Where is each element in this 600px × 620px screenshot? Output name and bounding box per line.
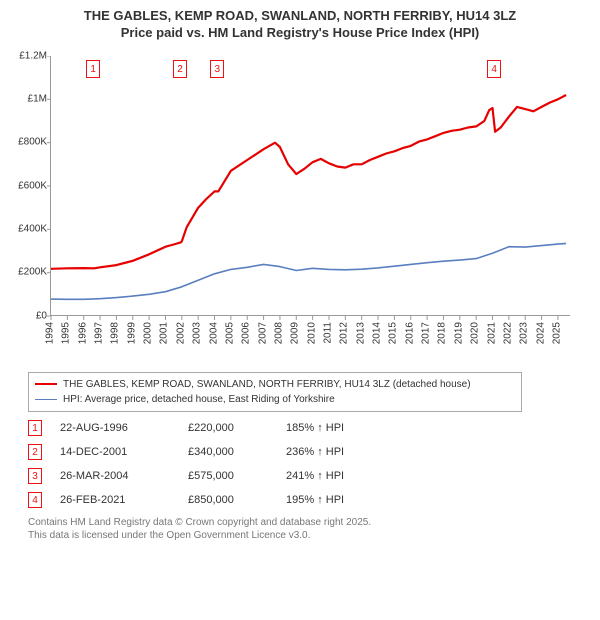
sale-date: 22-AUG-1996 — [60, 422, 170, 434]
legend-swatch — [35, 383, 57, 385]
chart: £0£200K£400K£600K£800K£1M£1.2M 199419951… — [10, 46, 590, 366]
x-tick-label: 1999 — [126, 322, 137, 344]
x-tick-label: 2003 — [192, 322, 203, 344]
x-tick-label: 2012 — [339, 322, 350, 344]
sale-hpi: 241% ↑ HPI — [286, 470, 396, 482]
y-tick-label: £0 — [36, 310, 51, 321]
x-tick-label: 1996 — [77, 322, 88, 344]
x-tick-label: 2005 — [224, 322, 235, 344]
x-tick-label: 2008 — [273, 322, 284, 344]
x-axis-ticks: 1994199519961997199819992000200120022003… — [50, 318, 570, 368]
x-tick-label: 2024 — [535, 322, 546, 344]
x-tick-label: 2002 — [175, 322, 186, 344]
plot-area: £0£200K£400K£600K£800K£1M£1.2M — [50, 56, 570, 316]
x-tick-label: 2001 — [159, 322, 170, 344]
sale-price: £850,000 — [188, 494, 268, 506]
sale-row: 4 26-FEB-2021 £850,000 195% ↑ HPI — [28, 492, 590, 508]
y-tick-label: £200K — [18, 267, 51, 278]
sale-marker: 1 — [28, 420, 42, 436]
legend-item: THE GABLES, KEMP ROAD, SWANLAND, NORTH F… — [35, 377, 515, 392]
x-tick-label: 1998 — [110, 322, 121, 344]
sales-table: 1 22-AUG-1996 £220,000 185% ↑ HPI 2 14-DEC-20… — [28, 420, 590, 508]
sale-price: £575,000 — [188, 470, 268, 482]
x-tick-label: 2019 — [453, 322, 464, 344]
x-tick-label: 2021 — [486, 322, 497, 344]
x-tick-label: 2004 — [208, 322, 219, 344]
sale-date: 26-FEB-2021 — [60, 494, 170, 506]
sale-marker: 4 — [28, 492, 42, 508]
x-tick-label: 2007 — [257, 322, 268, 344]
x-tick-label: 2010 — [306, 322, 317, 344]
x-tick-label: 2014 — [372, 322, 383, 344]
x-tick-label: 2018 — [437, 322, 448, 344]
chart-svg — [47, 56, 571, 322]
x-tick-label: 1997 — [94, 322, 105, 344]
x-tick-label: 2006 — [241, 322, 252, 344]
x-tick-label: 2016 — [404, 322, 415, 344]
sale-hpi: 195% ↑ HPI — [286, 494, 396, 506]
chart-marker: 1 — [86, 60, 100, 78]
sale-row: 2 14-DEC-2001 £340,000 236% ↑ HPI — [28, 444, 590, 460]
x-tick-label: 2009 — [290, 322, 301, 344]
y-tick-label: £400K — [18, 224, 51, 235]
chart-marker: 3 — [210, 60, 224, 78]
y-tick-label: £1M — [28, 94, 51, 105]
sale-row: 1 22-AUG-1996 £220,000 185% ↑ HPI — [28, 420, 590, 436]
sale-hpi: 236% ↑ HPI — [286, 446, 396, 458]
footer-attribution: Contains HM Land Registry data © Crown c… — [28, 516, 590, 543]
sale-marker: 2 — [28, 444, 42, 460]
series-property — [51, 95, 566, 269]
sale-date: 14-DEC-2001 — [60, 446, 170, 458]
x-tick-label: 2015 — [388, 322, 399, 344]
legend: THE GABLES, KEMP ROAD, SWANLAND, NORTH F… — [28, 372, 522, 412]
x-tick-label: 2022 — [502, 322, 513, 344]
x-tick-label: 1995 — [61, 322, 72, 344]
sale-marker: 3 — [28, 468, 42, 484]
chart-marker: 4 — [487, 60, 501, 78]
x-tick-label: 2017 — [421, 322, 432, 344]
x-tick-label: 2020 — [470, 322, 481, 344]
footer-line1: Contains HM Land Registry data © Crown c… — [28, 516, 590, 530]
x-tick-label: 2011 — [322, 322, 333, 344]
y-tick-label: £600K — [18, 180, 51, 191]
chart-title: THE GABLES, KEMP ROAD, SWANLAND, NORTH F… — [10, 8, 590, 42]
title-line2: Price paid vs. HM Land Registry's House … — [10, 25, 590, 42]
footer-line2: This data is licensed under the Open Gov… — [28, 529, 590, 543]
y-tick-label: £1.2M — [19, 50, 51, 61]
legend-label: THE GABLES, KEMP ROAD, SWANLAND, NORTH F… — [63, 377, 471, 392]
x-tick-label: 2025 — [551, 322, 562, 344]
x-tick-label: 2023 — [519, 322, 530, 344]
sale-hpi: 185% ↑ HPI — [286, 422, 396, 434]
chart-marker: 2 — [173, 60, 187, 78]
x-tick-label: 1994 — [45, 322, 56, 344]
y-tick-label: £800K — [18, 137, 51, 148]
legend-item: HPI: Average price, detached house, East… — [35, 392, 515, 407]
sale-price: £340,000 — [188, 446, 268, 458]
title-line1: THE GABLES, KEMP ROAD, SWANLAND, NORTH F… — [10, 8, 590, 25]
sale-date: 26-MAR-2004 — [60, 470, 170, 482]
series-hpi — [51, 243, 566, 299]
legend-swatch — [35, 399, 57, 400]
sale-row: 3 26-MAR-2004 £575,000 241% ↑ HPI — [28, 468, 590, 484]
x-tick-label: 2000 — [143, 322, 154, 344]
sale-price: £220,000 — [188, 422, 268, 434]
legend-label: HPI: Average price, detached house, East… — [63, 392, 335, 407]
x-tick-label: 2013 — [355, 322, 366, 344]
